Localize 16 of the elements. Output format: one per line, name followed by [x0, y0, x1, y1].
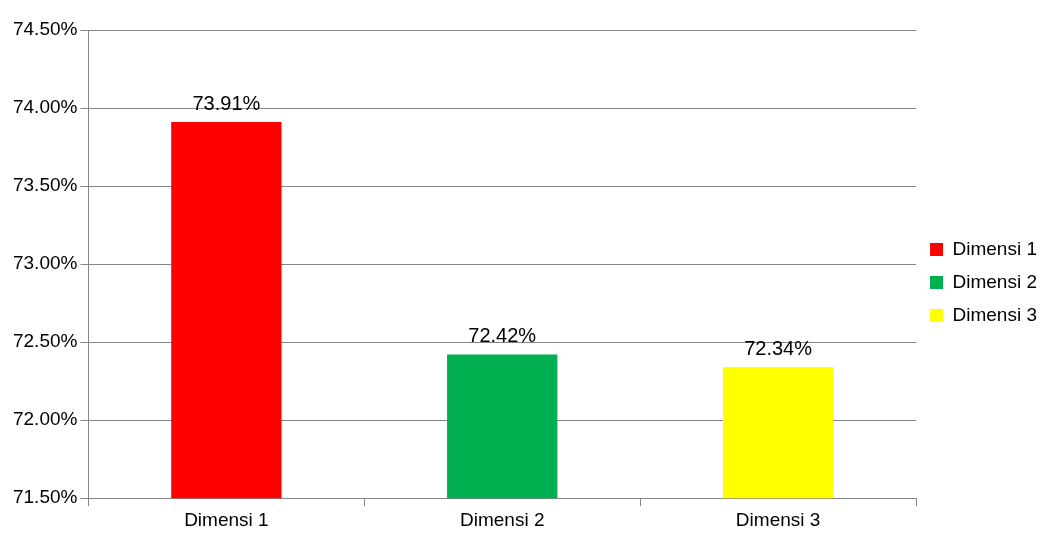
x-tick-label: Dimensi 3 — [735, 508, 821, 530]
x-tick-label: Dimensi 2 — [459, 508, 545, 530]
legend-label: Dimensi 2 — [952, 270, 1038, 292]
legend-label: Dimensi 1 — [952, 237, 1038, 259]
legend-label: Dimensi 3 — [952, 303, 1038, 325]
y-tick-label: 74.00% — [12, 96, 78, 118]
y-tick-label: 71.50% — [12, 486, 78, 508]
y-tick-label: 72.00% — [12, 408, 78, 430]
y-tick-label: 72.50% — [12, 330, 78, 352]
y-tick-label: 73.00% — [12, 252, 78, 274]
y-tick-label: 73.50% — [12, 174, 78, 196]
data-label: 72.42% — [468, 324, 537, 347]
y-tick-label: 74.50% — [12, 18, 78, 40]
data-label: 73.91% — [192, 91, 261, 114]
x-tick-label: Dimensi 1 — [184, 508, 269, 530]
data-label: 72.34% — [744, 336, 813, 359]
